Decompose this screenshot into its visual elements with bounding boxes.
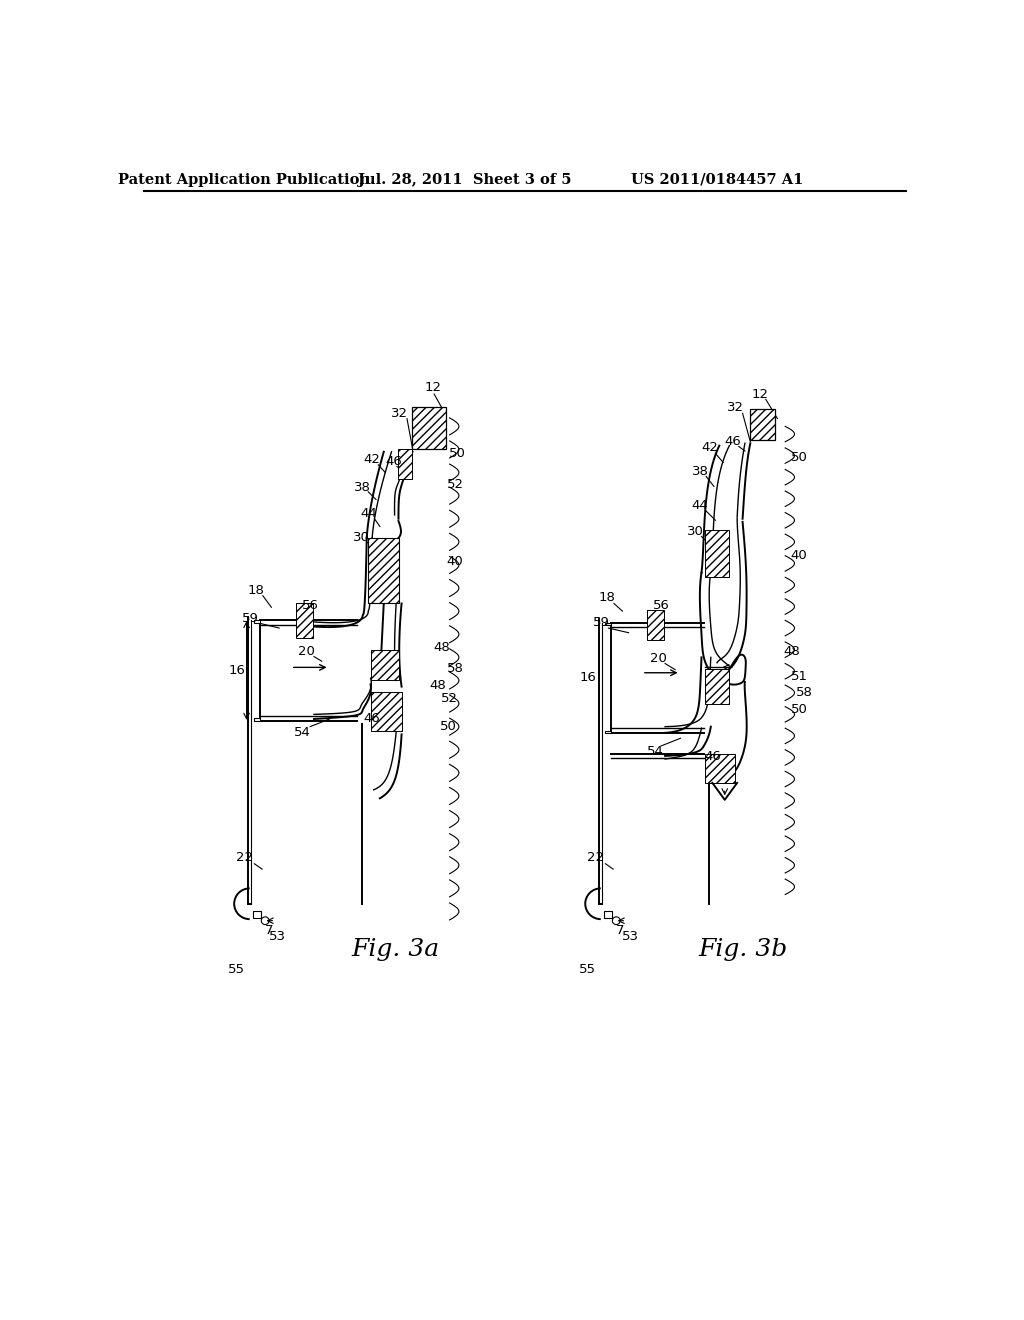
Bar: [706, 669, 729, 704]
Text: 48: 48: [433, 640, 451, 653]
Text: 51: 51: [791, 671, 808, 684]
Text: 7: 7: [615, 924, 625, 937]
Text: 53: 53: [622, 931, 639, 944]
Text: 52: 52: [447, 478, 464, 491]
Text: US 2011/0184457 A1: US 2011/0184457 A1: [631, 173, 803, 187]
Text: Fig. 3b: Fig. 3b: [698, 939, 787, 961]
Text: 50: 50: [791, 704, 808, 717]
Text: 46: 46: [364, 711, 381, 725]
Text: 12: 12: [752, 388, 769, 400]
Bar: [254, 620, 260, 623]
Text: 48: 48: [783, 644, 800, 657]
Text: 7: 7: [265, 924, 273, 937]
Bar: [296, 603, 313, 638]
Text: 18: 18: [598, 591, 615, 603]
Text: 38: 38: [691, 465, 709, 478]
Text: Fig. 3a: Fig. 3a: [351, 939, 439, 961]
Text: 56: 56: [302, 599, 318, 612]
Text: 55: 55: [228, 962, 245, 975]
Text: 44: 44: [691, 499, 709, 512]
Bar: [605, 623, 611, 626]
Text: 46: 46: [703, 750, 721, 763]
Text: 38: 38: [354, 480, 372, 494]
Text: 30: 30: [687, 524, 703, 537]
Text: 32: 32: [727, 401, 744, 414]
Text: 54: 54: [294, 726, 311, 739]
Text: 59: 59: [242, 611, 259, 624]
Text: 56: 56: [652, 599, 670, 612]
Bar: [371, 649, 399, 681]
Text: 32: 32: [391, 407, 408, 420]
Bar: [369, 539, 399, 603]
Text: 20: 20: [298, 645, 314, 659]
Text: 53: 53: [269, 931, 286, 944]
Text: 30: 30: [353, 531, 370, 544]
Bar: [706, 754, 735, 783]
Text: 12: 12: [424, 381, 441, 395]
Bar: [706, 531, 729, 577]
Text: 50: 50: [440, 721, 458, 733]
Text: 50: 50: [791, 450, 808, 463]
Text: 48: 48: [430, 678, 446, 692]
Text: 58: 58: [446, 663, 464, 676]
Text: 55: 55: [580, 962, 596, 975]
Bar: [604, 911, 611, 917]
Text: 40: 40: [446, 554, 464, 568]
Text: 16: 16: [580, 671, 596, 684]
Bar: [254, 718, 260, 721]
Bar: [647, 610, 665, 640]
Text: 16: 16: [228, 664, 245, 677]
Bar: [253, 911, 260, 917]
Bar: [751, 409, 775, 441]
Text: 42: 42: [364, 453, 381, 466]
Text: 20: 20: [649, 652, 667, 665]
Text: 54: 54: [646, 744, 664, 758]
Bar: [371, 692, 401, 730]
Bar: [398, 449, 413, 479]
Text: 58: 58: [796, 685, 813, 698]
Text: 18: 18: [248, 583, 264, 597]
Text: Jul. 28, 2011  Sheet 3 of 5: Jul. 28, 2011 Sheet 3 of 5: [358, 173, 571, 187]
Text: 52: 52: [441, 692, 458, 705]
Text: Patent Application Publication: Patent Application Publication: [118, 173, 371, 187]
Text: 42: 42: [701, 441, 719, 454]
Text: 22: 22: [236, 851, 253, 865]
Bar: [413, 407, 445, 449]
Text: 50: 50: [449, 446, 466, 459]
Text: 22: 22: [587, 851, 604, 865]
Text: 59: 59: [593, 616, 610, 630]
Bar: [605, 730, 611, 733]
Text: 46: 46: [385, 455, 402, 469]
Text: 44: 44: [360, 507, 378, 520]
Text: 46: 46: [724, 436, 741, 449]
Text: 40: 40: [791, 549, 808, 562]
